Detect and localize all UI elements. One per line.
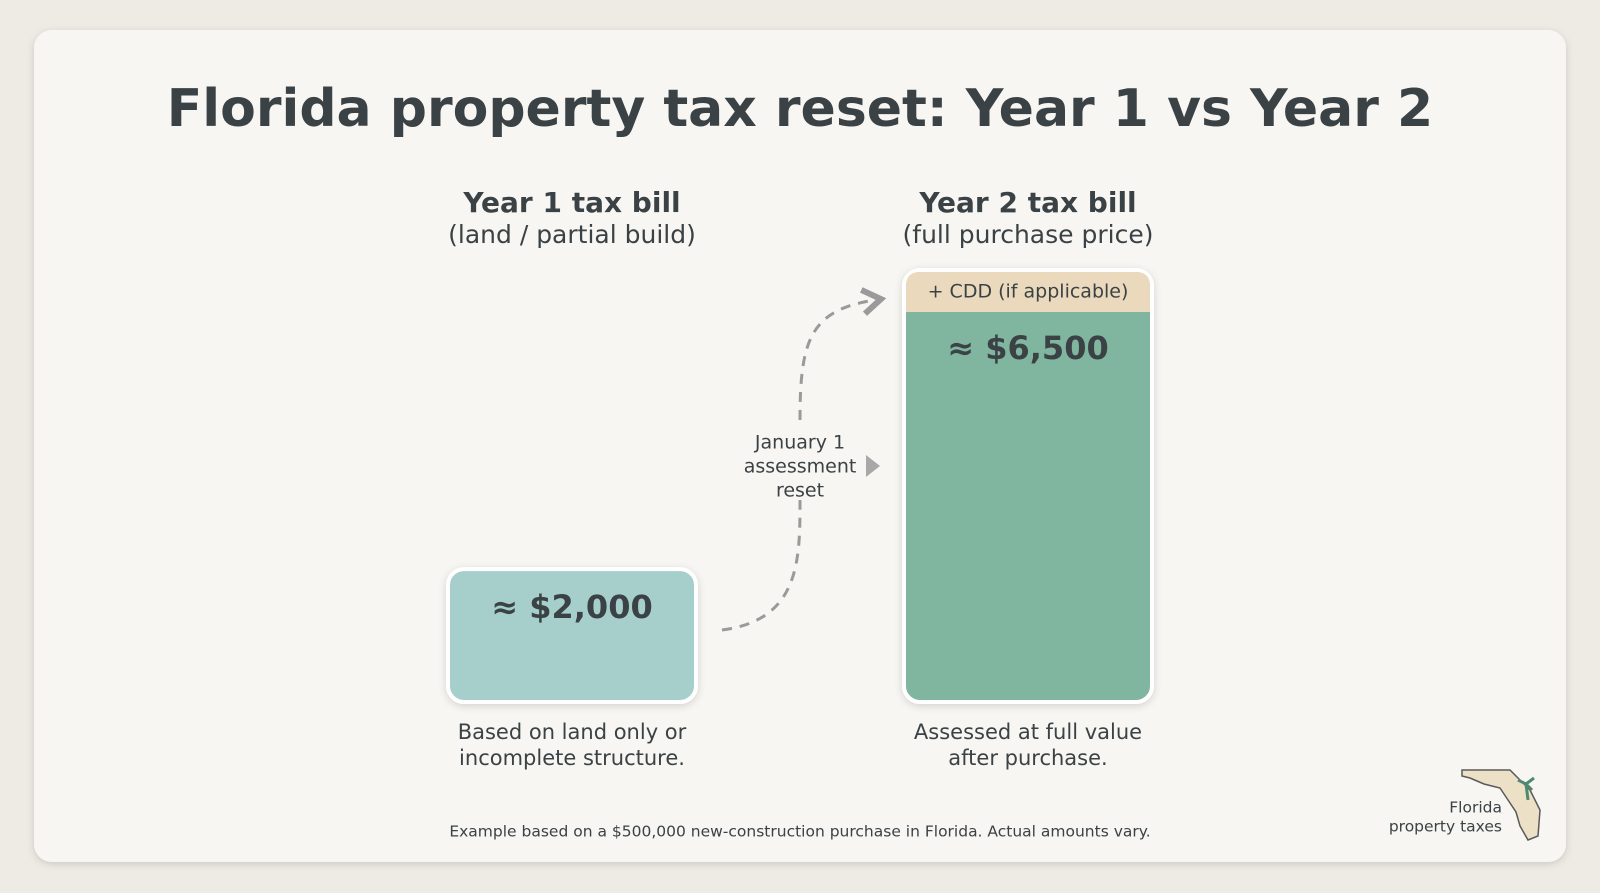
caption: incomplete structure. xyxy=(459,746,685,770)
category-subtitle: (full purchase price) xyxy=(903,220,1154,249)
caption: after purchase. xyxy=(948,746,1107,770)
cdd-band xyxy=(906,272,1150,312)
arrow-head xyxy=(866,455,880,477)
category-label: Year 1 tax bill xyxy=(462,186,680,219)
annotation: reset xyxy=(776,480,824,502)
bar xyxy=(902,268,1154,704)
bar xyxy=(446,567,698,704)
annotation: January 1 xyxy=(754,432,845,454)
reset-arrow xyxy=(721,300,875,632)
value-label: ≈ $6,500 xyxy=(947,329,1108,367)
chart-title: Florida property tax reset: Year 1 vs Ye… xyxy=(167,79,1433,139)
logo-text: property taxes xyxy=(1389,818,1502,836)
value-label: ≈ $2,000 xyxy=(491,588,652,626)
cdd-label: + CDD (if applicable) xyxy=(928,281,1129,303)
caption: Based on land only or xyxy=(458,720,687,744)
logo-palm xyxy=(1517,776,1535,801)
annotation: assessment xyxy=(744,456,857,478)
footnote: Example based on a $500,000 new-construc… xyxy=(449,823,1150,841)
card xyxy=(34,30,1566,862)
category-label: Year 2 tax bill xyxy=(918,186,1136,219)
category-subtitle: (land / partial build) xyxy=(448,220,696,249)
caption: Assessed at full value xyxy=(914,720,1142,744)
logo-text: Florida xyxy=(1449,799,1502,817)
